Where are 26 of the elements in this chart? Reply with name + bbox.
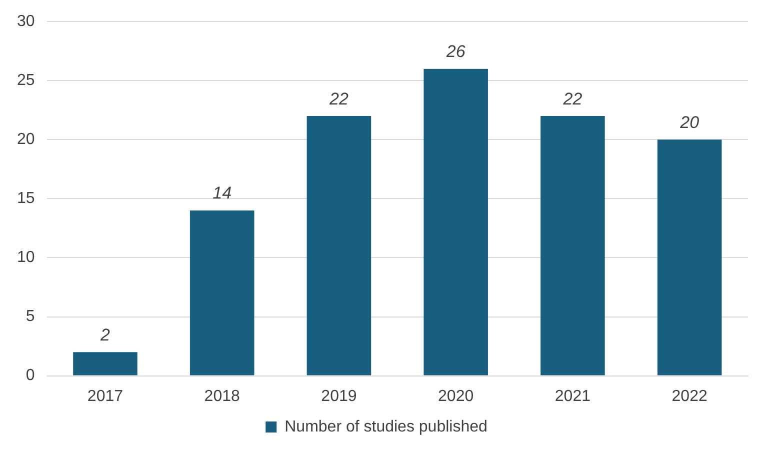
x-tick-label: 2021 — [554, 388, 591, 405]
y-tick-label: 5 — [26, 308, 35, 326]
legend-label: Number of studies published — [284, 418, 488, 436]
y-tick-label: 20 — [17, 131, 35, 148]
data-label: 26 — [445, 42, 466, 62]
data-label: 14 — [212, 184, 232, 203]
x-tick-label: 2019 — [321, 388, 357, 405]
x-tick-label: 2017 — [87, 388, 124, 405]
y-tick-label: 15 — [17, 190, 35, 208]
y-tick-label: 10 — [17, 249, 35, 266]
data-label: 20 — [679, 112, 700, 132]
y-tick-label: 0 — [26, 367, 35, 384]
x-tick-label: 2022 — [672, 388, 708, 405]
x-tick-label: 2020 — [438, 388, 474, 405]
data-label: 22 — [562, 89, 583, 108]
bar — [190, 210, 254, 376]
bar — [657, 140, 722, 376]
data-label: 22 — [328, 89, 349, 108]
x-tick-label: 2018 — [204, 388, 240, 405]
bar — [306, 116, 372, 376]
bar — [73, 352, 138, 376]
y-tick-label: 25 — [17, 72, 35, 90]
y-tick-label: 30 — [17, 13, 35, 30]
data-label: 2 — [99, 325, 110, 344]
bar — [540, 116, 605, 376]
bar — [424, 68, 488, 376]
